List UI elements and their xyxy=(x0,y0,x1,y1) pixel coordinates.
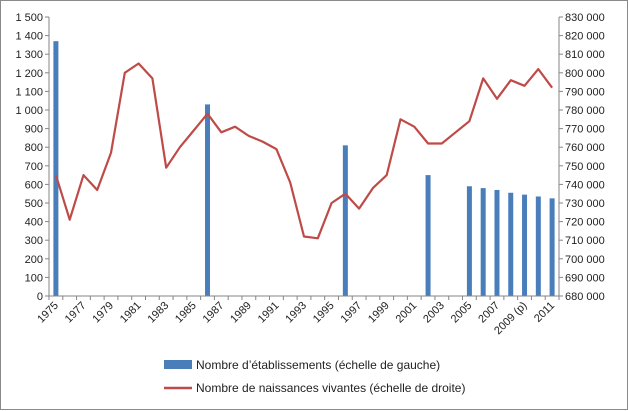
x-tick-label: 2001 xyxy=(394,300,420,326)
births-line xyxy=(56,64,552,239)
x-tick-label: 1993 xyxy=(283,300,309,326)
x-tick-label: 1989 xyxy=(228,300,254,326)
right-tick-label: 710 000 xyxy=(565,235,605,247)
x-tick-label: 1987 xyxy=(201,300,227,326)
legend-bar-label: Nombre d’établissements (échelle de gauc… xyxy=(196,358,440,372)
right-tick-label: 820 000 xyxy=(565,31,605,43)
right-tick-label: 830 000 xyxy=(565,12,605,24)
left-tick-label: 1 500 xyxy=(15,12,43,24)
left-tick-label: 600 xyxy=(25,179,43,191)
left-tick-label: 0 xyxy=(37,291,43,303)
left-tick-label: 400 xyxy=(25,217,43,229)
left-tick-label: 300 xyxy=(25,235,43,247)
legend: Nombre d’établissements (échelle de gauc… xyxy=(164,358,465,395)
left-tick-label: 1 000 xyxy=(15,105,43,117)
left-tick-label: 1 200 xyxy=(15,68,43,80)
x-tick-label: 1991 xyxy=(256,300,282,326)
x-tick-label: 1977 xyxy=(63,300,89,326)
left-tick-label: 1 100 xyxy=(15,86,43,98)
bar-2006 xyxy=(481,188,486,296)
right-tick-label: 780 000 xyxy=(565,105,605,117)
right-tick-label: 800 000 xyxy=(565,68,605,80)
right-tick-label: 750 000 xyxy=(565,161,605,173)
x-tick-label: 2011 xyxy=(532,300,557,325)
x-tick-label: 1995 xyxy=(311,300,337,326)
bar-2008 xyxy=(508,193,513,296)
right-tick-label: 690 000 xyxy=(565,272,605,284)
bar-2002 xyxy=(426,175,431,296)
right-tick-label: 680 000 xyxy=(565,291,605,303)
bar-1986 xyxy=(205,104,210,296)
x-tick-label: 1981 xyxy=(118,300,144,326)
left-tick-label: 800 xyxy=(25,142,43,154)
x-tick-label: 1979 xyxy=(90,300,116,326)
right-tick-label: 740 000 xyxy=(565,179,605,191)
x-tick-label: 1997 xyxy=(338,300,364,326)
left-tick-label: 700 xyxy=(25,161,43,173)
right-tick-label: 790 000 xyxy=(565,86,605,98)
left-tick-label: 100 xyxy=(25,272,43,284)
left-tick-label: 200 xyxy=(25,254,43,266)
left-tick-label: 500 xyxy=(25,198,43,210)
right-tick-label: 700 000 xyxy=(565,254,605,266)
legend-bar-swatch xyxy=(164,360,192,369)
bar-2007 xyxy=(494,190,499,296)
bar-2009 (p) xyxy=(522,195,527,296)
left-tick-label: 900 xyxy=(25,124,43,136)
x-tick-label: 1985 xyxy=(173,300,199,326)
right-tick-label: 720 000 xyxy=(565,217,605,229)
bar-1996 xyxy=(343,145,348,296)
left-tick-label: 1 300 xyxy=(15,49,43,61)
x-tick-label: 2003 xyxy=(421,300,447,326)
right-tick-label: 730 000 xyxy=(565,198,605,210)
bar-2011 xyxy=(550,198,555,296)
x-tick-label: 2005 xyxy=(449,300,475,326)
right-tick-label: 770 000 xyxy=(565,124,605,136)
right-tick-label: 760 000 xyxy=(565,142,605,154)
bar-2005 xyxy=(467,186,472,296)
x-tick-label: 1999 xyxy=(366,300,392,326)
x-tick-label: 1983 xyxy=(145,300,171,326)
bar-2010 xyxy=(536,196,541,296)
right-tick-label: 810 000 xyxy=(565,49,605,61)
x-tick-label: 1975 xyxy=(35,300,61,326)
legend-line-label: Nombre de naissances vivantes (échelle d… xyxy=(196,381,465,395)
left-tick-label: 1 400 xyxy=(15,31,43,43)
bar-1975 xyxy=(53,41,58,296)
